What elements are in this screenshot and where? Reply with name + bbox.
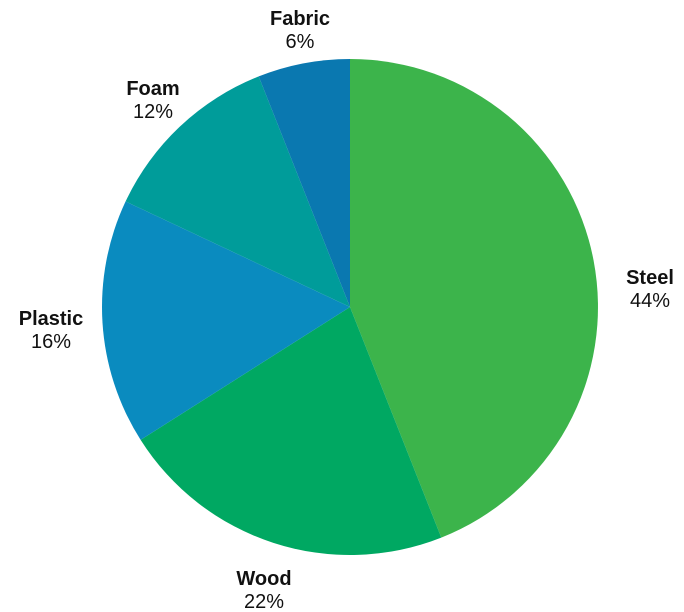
label-fabric-name: Fabric <box>270 8 330 30</box>
pie-slice-wood <box>140 307 442 555</box>
label-plastic-percent: 16% <box>31 331 71 353</box>
label-wood: Wood 22% <box>236 568 291 612</box>
pie-slice-plastic <box>101 201 350 440</box>
label-fabric: Fabric 6% <box>270 8 330 53</box>
label-steel: Steel 44% <box>626 267 674 312</box>
pie-slices <box>101 59 598 555</box>
label-plastic: Plastic 16% <box>19 308 83 353</box>
label-foam-percent: 12% <box>133 101 173 123</box>
label-wood-name: Wood <box>236 568 291 590</box>
label-fabric-percent: 6% <box>286 31 315 53</box>
pie-slice-steel <box>350 59 598 538</box>
pie-slice-foam <box>125 76 350 307</box>
label-foam-name: Foam <box>126 78 179 100</box>
label-steel-percent: 44% <box>630 290 670 312</box>
pie-slice-fabric <box>258 59 350 307</box>
label-wood-percent: 22% <box>244 591 284 612</box>
label-steel-name: Steel <box>626 267 674 289</box>
label-foam: Foam 12% <box>126 78 179 123</box>
label-plastic-name: Plastic <box>19 308 83 330</box>
